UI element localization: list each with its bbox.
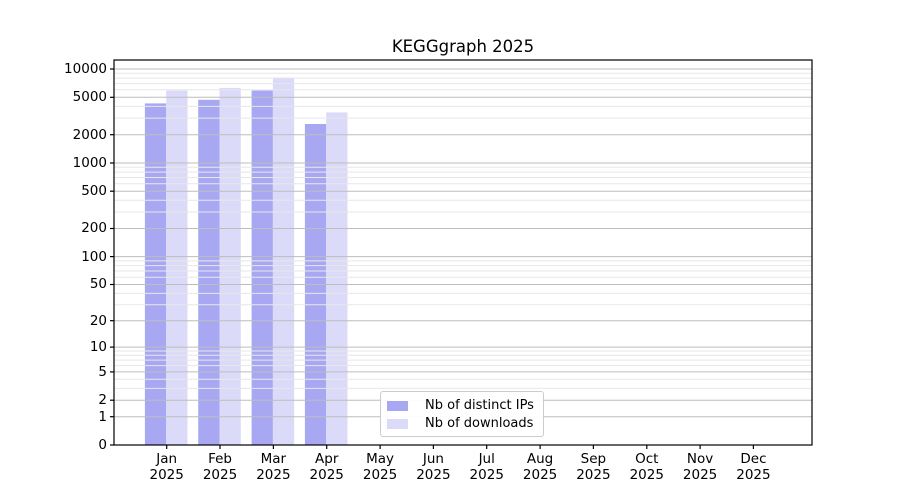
x-tick-label-year: 2025: [256, 467, 291, 483]
x-tick-label: Jun 2025: [401, 451, 465, 483]
y-tick-label: 1: [98, 408, 107, 425]
legend-item-downloads: Nb of downloads: [387, 415, 535, 432]
bar-nb-of-downloads: [326, 112, 348, 446]
x-tick-label-year: 2025: [309, 467, 344, 483]
y-tick-label: 5: [98, 363, 107, 380]
bar-nb-of-distinct-ips: [251, 90, 273, 445]
y-tick-label: 200: [81, 220, 107, 237]
x-tick-label: Apr 2025: [295, 451, 359, 483]
x-tick-label-year: 2025: [416, 467, 451, 483]
legend-label-distinct-ips: Nb of distinct IPs: [425, 398, 534, 413]
bar-nb-of-downloads: [219, 87, 241, 446]
y-tick-label: 2000: [72, 126, 107, 143]
x-tick-label: Sep 2025: [561, 451, 625, 483]
legend-swatch-distinct-ips: [387, 400, 408, 411]
x-tick-label-year: 2025: [736, 467, 771, 483]
x-tick-label-year: 2025: [522, 467, 558, 483]
x-tick-label: Feb 2025: [188, 451, 252, 483]
x-tick-label: Aug 2025: [508, 451, 572, 483]
bar-nb-of-downloads: [166, 90, 188, 445]
y-tick-label: 50: [89, 276, 107, 293]
y-tick-label: 100: [81, 248, 107, 265]
y-tick-label: 0: [98, 437, 107, 453]
x-tick-label-year: 2025: [682, 467, 718, 483]
x-tick-label-year: 2025: [149, 467, 184, 483]
y-tick-label: 5000: [72, 89, 107, 106]
x-tick-label-year: 2025: [362, 467, 398, 483]
chart-title: KEGGgraph 2025: [391, 37, 535, 56]
legend: Nb of distinct IPs Nb of downloads: [380, 391, 544, 437]
x-tick-label: May 2025: [348, 451, 412, 483]
x-tick-label: Oct 2025: [615, 451, 679, 483]
y-tick-label: 500: [81, 183, 107, 200]
y-tick-label: 2: [98, 392, 107, 409]
legend-item-distinct-ips: Nb of distinct IPs: [387, 397, 535, 414]
x-tick-label-year: 2025: [202, 467, 238, 483]
y-tick-label: 20: [89, 312, 107, 329]
bar-nb-of-distinct-ips: [144, 103, 167, 446]
x-tick-label-year: 2025: [629, 467, 664, 483]
plot-border: [113, 59, 813, 446]
y-tick-label: 10000: [64, 60, 107, 77]
legend-swatch-downloads: [387, 418, 408, 429]
y-tick-label: 1000: [72, 154, 107, 171]
x-tick-label: Mar 2025: [241, 451, 305, 483]
x-tick-label-year: 2025: [576, 467, 611, 483]
x-tick-label: Jan 2025: [135, 451, 199, 483]
y-tick-label: 10: [89, 339, 107, 356]
x-tick-label-year: 2025: [469, 467, 504, 483]
bar-nb-of-distinct-ips: [198, 99, 220, 446]
x-tick-label: Jul 2025: [455, 451, 519, 483]
x-tick-label: Dec 2025: [721, 451, 785, 483]
x-tick-label: Nov 2025: [668, 451, 732, 483]
legend-label-downloads: Nb of downloads: [425, 416, 534, 431]
